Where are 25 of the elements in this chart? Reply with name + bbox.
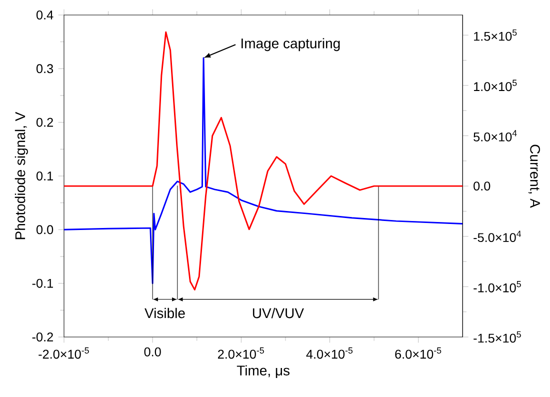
x-tick-label: -2.0×10$^{-5}$ bbox=[38, 347, 89, 359]
x-tick-label: 2.0×10$^{-5}$ bbox=[218, 347, 264, 359]
x-tick-label: 0.0 bbox=[144, 347, 161, 356]
y2-tick-label: 5.0×10$^{4}$ bbox=[474, 130, 517, 142]
annotation: Visible bbox=[144, 308, 185, 318]
y2-axis-title: Current, A bbox=[528, 144, 540, 208]
y-tick-label: 0.0 bbox=[36, 225, 54, 234]
y-tick-label: 0.3 bbox=[36, 64, 54, 74]
annotation: Image capturing bbox=[242, 38, 340, 52]
y2-tick-label: 0.0 bbox=[474, 182, 490, 191]
y-tick-label: 0.1 bbox=[36, 172, 53, 180]
y2-tick-label: 1.0×10$^{5}$ bbox=[474, 80, 517, 92]
y-tick-label: 0.2 bbox=[36, 118, 53, 127]
y2-tick-label: -1.0×10$^{5}$ bbox=[474, 281, 521, 292]
y-tick-label: -0.2 bbox=[32, 332, 53, 342]
y-tick-label: -0.1 bbox=[32, 278, 53, 288]
y2-tick-label: 1.5×10$^{5}$ bbox=[474, 29, 517, 41]
x-axis-title: Time, μs bbox=[236, 365, 290, 378]
y2-tick-label: -1.5×10$^{5}$ bbox=[474, 331, 521, 343]
y2-tick-label: -5.0×10$^{4}$ bbox=[474, 230, 522, 242]
annotation: UV/VUV bbox=[252, 308, 304, 318]
x-tick-label: 4.0×10$^{-5}$ bbox=[306, 347, 353, 359]
x-tick-label: 6.0×10$^{-5}$ bbox=[395, 347, 442, 359]
y-tick-label: 0.4 bbox=[36, 10, 54, 20]
y-axis-title: Photodiode signal, V bbox=[14, 112, 28, 240]
